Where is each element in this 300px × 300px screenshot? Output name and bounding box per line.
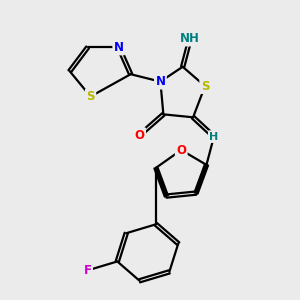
Text: O: O [176,143,186,157]
Text: N: N [114,41,124,54]
Text: NH: NH [180,32,200,45]
Text: O: O [135,129,145,142]
Text: S: S [201,80,209,93]
Text: N: N [155,75,165,88]
Text: F: F [84,264,92,277]
Text: H: H [209,132,218,142]
Text: S: S [86,90,95,103]
